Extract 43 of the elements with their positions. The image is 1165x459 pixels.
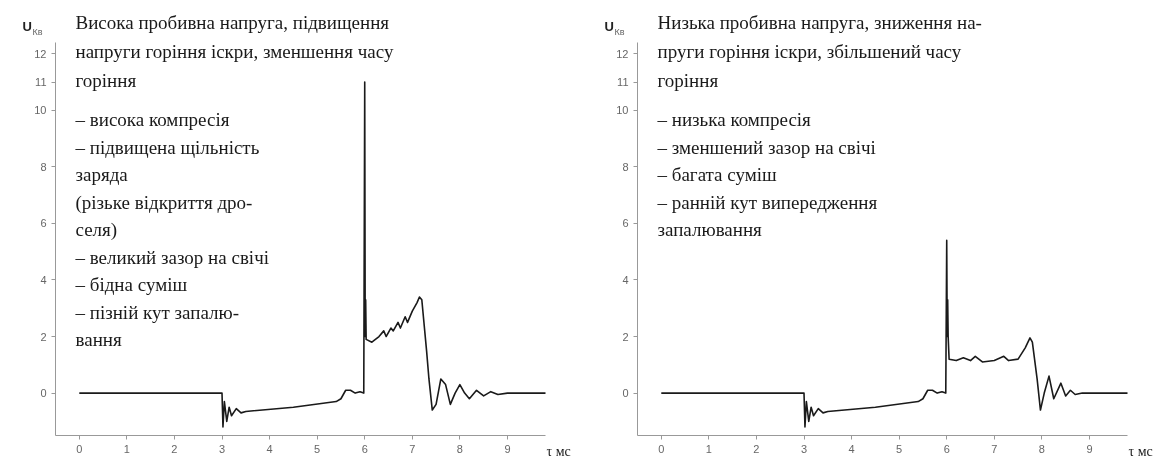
y-tick-label: 12 — [34, 47, 47, 60]
chart-title: Висока пробивна напруга, підвищення напруги горіння іскри, зменшення часу горіння — [75, 12, 394, 91]
text: – висока компресія – підвищена щільність заряда (різьке відкриття дро- селя) – великий зазор на свічі – бідна суміш – пізній кут запалю- вання — [75, 109, 269, 350]
y-tick-label: 10 — [34, 104, 47, 117]
x-tick-label: 4 — [266, 442, 273, 455]
x-tick-label: 3 — [800, 442, 808, 455]
x-tick-label: 2 — [753, 442, 760, 455]
x-tick-label: 1 — [705, 442, 712, 455]
x-tick-label: 8 — [1038, 442, 1045, 455]
x-tick-label: 8 — [456, 442, 463, 455]
y-tick-label: 8 — [40, 160, 47, 173]
x-axis-title: τ мс — [1128, 444, 1153, 459]
x-tick-label: 3 — [218, 442, 226, 455]
y-tick-label: 6 — [40, 217, 47, 230]
x-tick-label: 6 — [943, 442, 950, 455]
chart-title: Низька пробивна напруга, зниження на- пруги горіння іскри, збільшений часу горіння — [657, 12, 982, 91]
y-tick-label: 4 — [622, 274, 629, 286]
line-series — [660, 239, 1129, 428]
y-tick-label: 0 — [40, 387, 47, 400]
y-tick-label: 2 — [622, 330, 629, 343]
x-tick-label: 9 — [1086, 442, 1093, 455]
x-tick-label: 9 — [504, 442, 511, 455]
x-tick-label: 1 — [123, 442, 130, 455]
y-tick-label: 6 — [622, 217, 629, 230]
x-axis-title: τ мс — [546, 444, 571, 459]
y-tick-label: 11 — [35, 76, 47, 89]
y-tick-label: 10 — [616, 104, 629, 117]
x-tick-label: 6 — [361, 442, 368, 455]
y-tick-label: 4 — [40, 274, 47, 286]
x-tick-label: 4 — [848, 442, 855, 455]
y-tick-label: 0 — [622, 387, 629, 400]
annotation: – низька компресія – зменшений зазор на свічі – багата суміш – ранній кут випередження запалювання — [656, 109, 878, 240]
x-tick-label: 7 — [991, 442, 998, 455]
x-tick-label: 0 — [658, 442, 665, 455]
y-tick-label: 11 — [617, 76, 629, 89]
x-tick-label: 2 — [171, 442, 178, 455]
y-tick-label: 2 — [40, 330, 47, 343]
y-tick-label: 8 — [622, 160, 629, 173]
y-tick-label: 12 — [616, 47, 629, 60]
x-tick-label: 0 — [76, 442, 83, 455]
x-tick-label: 5 — [314, 442, 321, 455]
x-tick-label: 7 — [409, 442, 416, 455]
x-tick-label: 5 — [896, 442, 903, 455]
